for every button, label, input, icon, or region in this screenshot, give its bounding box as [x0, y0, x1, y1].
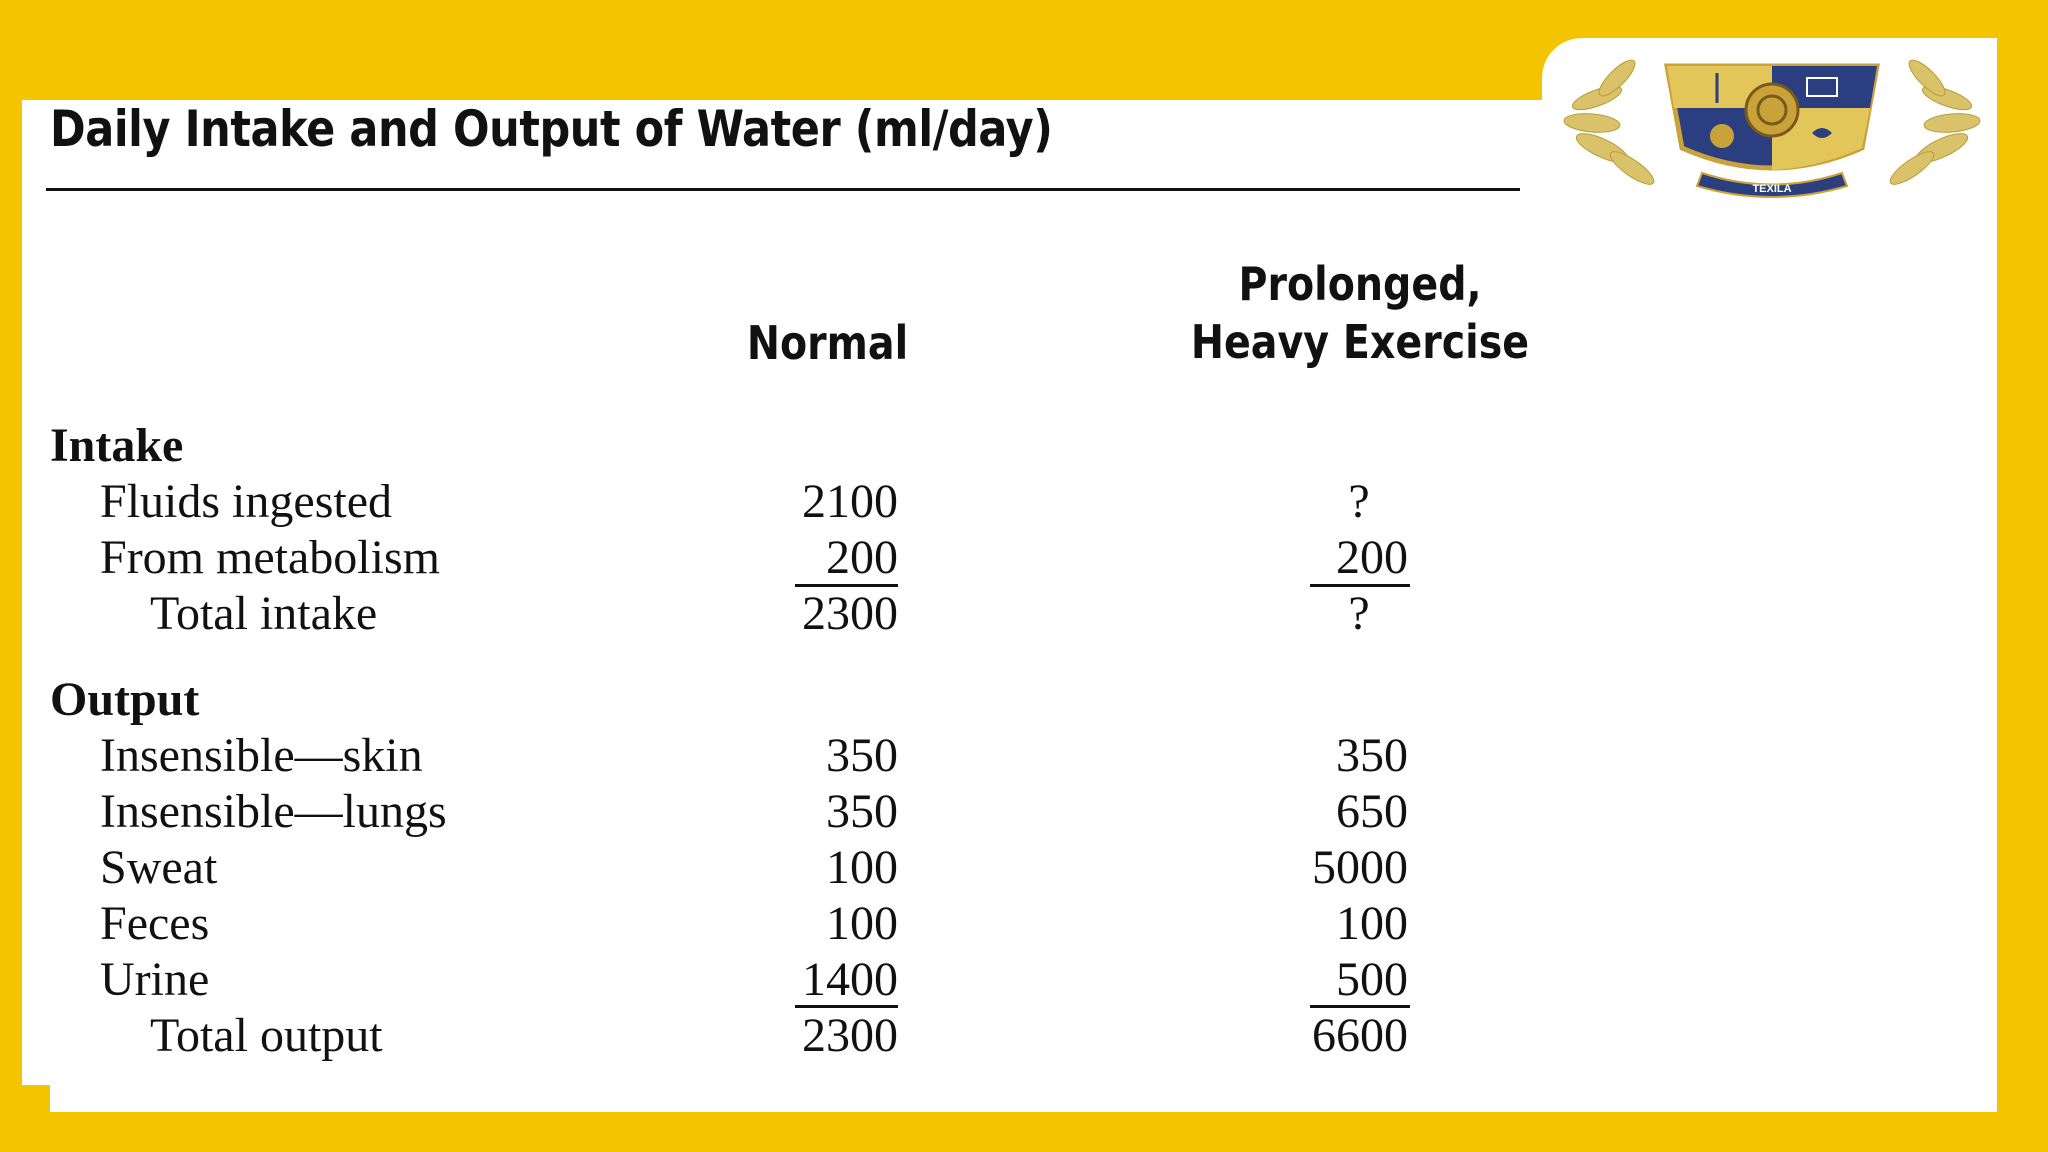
slide-panel: [22, 100, 1542, 1085]
column-header-exercise-line1: Prolonged,: [1238, 257, 1482, 311]
section-heading-intake: Intake: [50, 419, 184, 472]
cell-normal: 200: [826, 531, 898, 584]
row-label: From metabolism: [100, 531, 440, 584]
row-label: Urine: [100, 953, 210, 1006]
title-rule: [46, 188, 1520, 191]
row-label: Feces: [100, 897, 210, 950]
row-label: Insensible—lungs: [100, 785, 447, 838]
row-label: Fluids ingested: [100, 475, 393, 528]
column-header-exercise: Prolonged, Heavy Exercise: [1179, 255, 1540, 371]
cell-normal-total: 2300: [802, 587, 898, 640]
row-label: Insensible—skin: [100, 729, 423, 782]
cell-exercise: ?: [1348, 475, 1370, 528]
table-title: Daily Intake and Output of Water (ml/day…: [50, 100, 1053, 158]
cell-normal: 100: [826, 897, 898, 950]
cell-exercise: 200: [1336, 531, 1408, 584]
cell-normal: 1400: [802, 953, 898, 1006]
row-label-total: Total intake: [150, 587, 378, 640]
cell-normal: 100: [826, 841, 898, 894]
cell-exercise-total: 6600: [1312, 1009, 1408, 1062]
institution-logo: TEXILA: [1542, 38, 1997, 203]
sum-rule: [1310, 1005, 1410, 1008]
slide-panel-bottom: [50, 1080, 1997, 1112]
cell-exercise: 100: [1336, 897, 1408, 950]
slide-panel-right: [1542, 200, 1997, 1110]
column-header-normal: Normal: [746, 316, 909, 370]
cell-normal: 2100: [802, 475, 898, 528]
row-label-total: Total output: [150, 1009, 383, 1062]
laurel-shield-icon: TEXILA: [1563, 59, 1981, 198]
section-heading-output: Output: [50, 673, 200, 726]
column-header-exercise-line2: Heavy Exercise: [1190, 315, 1530, 369]
logo-text: TEXILA: [1752, 183, 1791, 195]
row-label: Sweat: [100, 841, 218, 894]
sum-rule: [1310, 584, 1410, 587]
cell-normal: 350: [826, 785, 898, 838]
sum-rule: [795, 584, 898, 587]
cell-normal: 350: [826, 729, 898, 782]
sum-rule: [795, 1005, 898, 1008]
cell-exercise-total: ?: [1348, 587, 1370, 640]
cell-normal-total: 2300: [802, 1009, 898, 1062]
cell-exercise: 500: [1336, 953, 1408, 1006]
cell-exercise: 350: [1336, 729, 1408, 782]
cell-exercise: 650: [1336, 785, 1408, 838]
cell-exercise: 5000: [1312, 841, 1408, 894]
